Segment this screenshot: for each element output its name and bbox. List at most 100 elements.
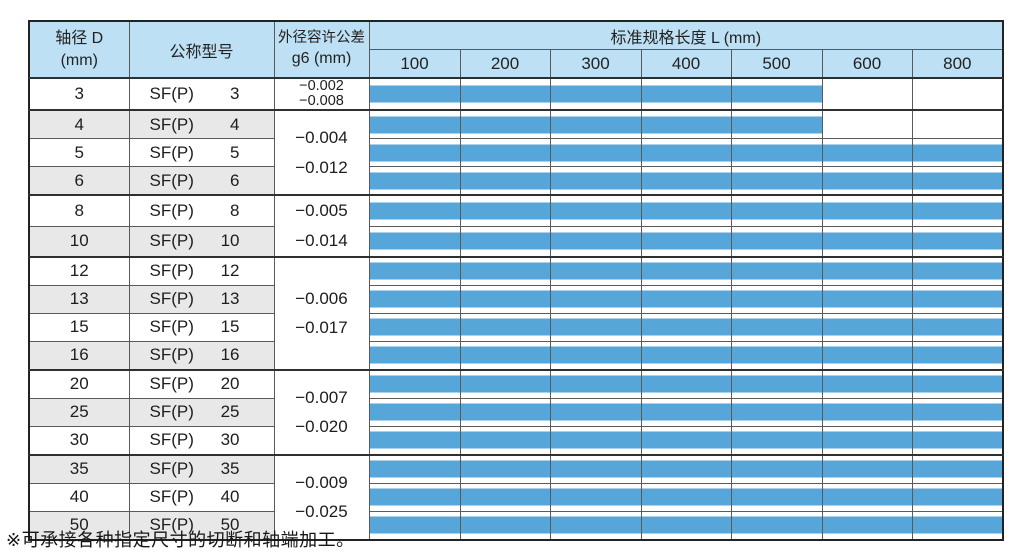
availability-bar	[731, 403, 822, 421]
availability-bar	[912, 202, 1003, 220]
table-header: 轴径 D (mm) 公称型号 外径容许公差 g6 (mm) 标准规格长度 L (…	[28, 20, 1004, 79]
availability-bar	[369, 460, 460, 478]
length-cell	[368, 138, 461, 168]
availability-bar	[550, 460, 641, 478]
length-cell	[549, 425, 642, 456]
availability-bar	[912, 262, 1003, 280]
model-size: 12	[220, 261, 240, 281]
length-cell	[549, 109, 642, 140]
length-cell	[821, 138, 913, 168]
model-label: SF(P) 35	[130, 459, 274, 479]
header-length-col: 600	[821, 49, 913, 79]
availability-bar	[641, 232, 731, 250]
availability-bar	[731, 116, 822, 134]
length-cell	[459, 225, 551, 258]
model-label: SF(P) 30	[130, 430, 274, 450]
availability-bar	[912, 232, 1003, 250]
availability-bar	[550, 172, 641, 190]
length-cell	[730, 225, 823, 258]
availability-bar	[369, 85, 460, 103]
length-cell	[368, 340, 461, 371]
model-prefix: SF(P)	[149, 515, 194, 535]
tolerance-cell: −0.004 −0.012	[273, 109, 370, 196]
availability-bar	[822, 262, 912, 280]
tolerance-lower: −0.014	[295, 231, 348, 251]
length-cell	[549, 284, 642, 314]
model-prefix: SF(P)	[149, 231, 194, 251]
availability-bar	[641, 346, 731, 364]
length-cell	[730, 166, 823, 196]
length-cell	[368, 284, 461, 314]
length-cell	[640, 255, 732, 286]
tolerance-lower: −0.008	[299, 93, 344, 110]
availability-bar	[641, 116, 731, 134]
availability-bar	[731, 488, 822, 506]
availability-bar	[822, 290, 912, 308]
availability-bar	[550, 144, 641, 162]
length-cell	[730, 425, 823, 456]
table-row: 4 SF(P) 4 −0.004 −0.012	[28, 109, 1004, 196]
availability-bar	[641, 375, 731, 393]
availability-bar	[731, 375, 822, 393]
availability-bar	[822, 144, 912, 162]
availability-bar	[460, 85, 550, 103]
model-size: 15	[220, 317, 240, 337]
table-row: 10 SF(P) 10	[28, 225, 1004, 258]
model-label: SF(P) 25	[130, 402, 274, 422]
length-cell	[821, 166, 913, 196]
model-size: 4	[230, 114, 240, 134]
model-cell: SF(P) 25	[128, 397, 275, 427]
model-label: SF(P) 20	[130, 374, 274, 394]
model-size: 50	[220, 515, 240, 535]
length-cell	[911, 425, 1004, 456]
length-cell	[911, 225, 1004, 258]
tolerance-upper: −0.005	[295, 201, 348, 221]
length-cell	[911, 453, 1004, 484]
shaft-diameter-cell: 13	[28, 284, 130, 314]
model-prefix: SF(P)	[149, 201, 194, 221]
availability-bar	[822, 346, 912, 364]
shaft-diameter-cell: 8	[28, 194, 130, 227]
model-cell: SF(P) 16	[128, 340, 275, 371]
length-cell	[640, 340, 732, 371]
availability-bar	[641, 488, 731, 506]
length-cell	[640, 482, 732, 512]
availability-bar	[731, 318, 822, 336]
availability-bar	[731, 172, 822, 190]
table-row: 15 SF(P) 15	[28, 312, 1004, 342]
availability-bar	[912, 488, 1003, 506]
shaft-diameter-cell: 12	[28, 255, 130, 286]
model-size: 5	[230, 142, 240, 162]
length-cell	[821, 284, 913, 314]
availability-bar	[641, 172, 731, 190]
model-prefix: SF(P)	[149, 402, 194, 422]
model-size: 6	[230, 170, 240, 190]
availability-bar	[912, 403, 1003, 421]
availability-bar	[731, 262, 822, 280]
tolerance-upper: −0.006	[295, 288, 348, 308]
model-label: SF(P) 4	[130, 115, 274, 135]
model-prefix: SF(P)	[149, 345, 194, 365]
availability-bar	[369, 403, 460, 421]
tolerance-lower: −0.025	[295, 502, 348, 522]
length-cell	[368, 482, 461, 512]
model-size: 16	[220, 345, 240, 365]
length-cell	[730, 312, 823, 342]
availability-bar	[641, 318, 731, 336]
availability-bar	[641, 290, 731, 308]
model-cell: SF(P) 30	[128, 425, 275, 456]
length-cell	[911, 166, 1004, 196]
length-cell	[911, 284, 1004, 314]
availability-bar	[369, 346, 460, 364]
availability-bar	[641, 403, 731, 421]
length-cell	[821, 109, 913, 140]
length-cell	[911, 340, 1004, 371]
length-cell	[368, 453, 461, 484]
model-cell: SF(P) 13	[128, 284, 275, 314]
availability-bar	[912, 318, 1003, 336]
availability-bar	[460, 262, 550, 280]
length-cell	[459, 166, 551, 196]
table-row: 25 SF(P) 25	[28, 397, 1004, 427]
length-cell	[640, 225, 732, 258]
availability-bar	[369, 144, 460, 162]
